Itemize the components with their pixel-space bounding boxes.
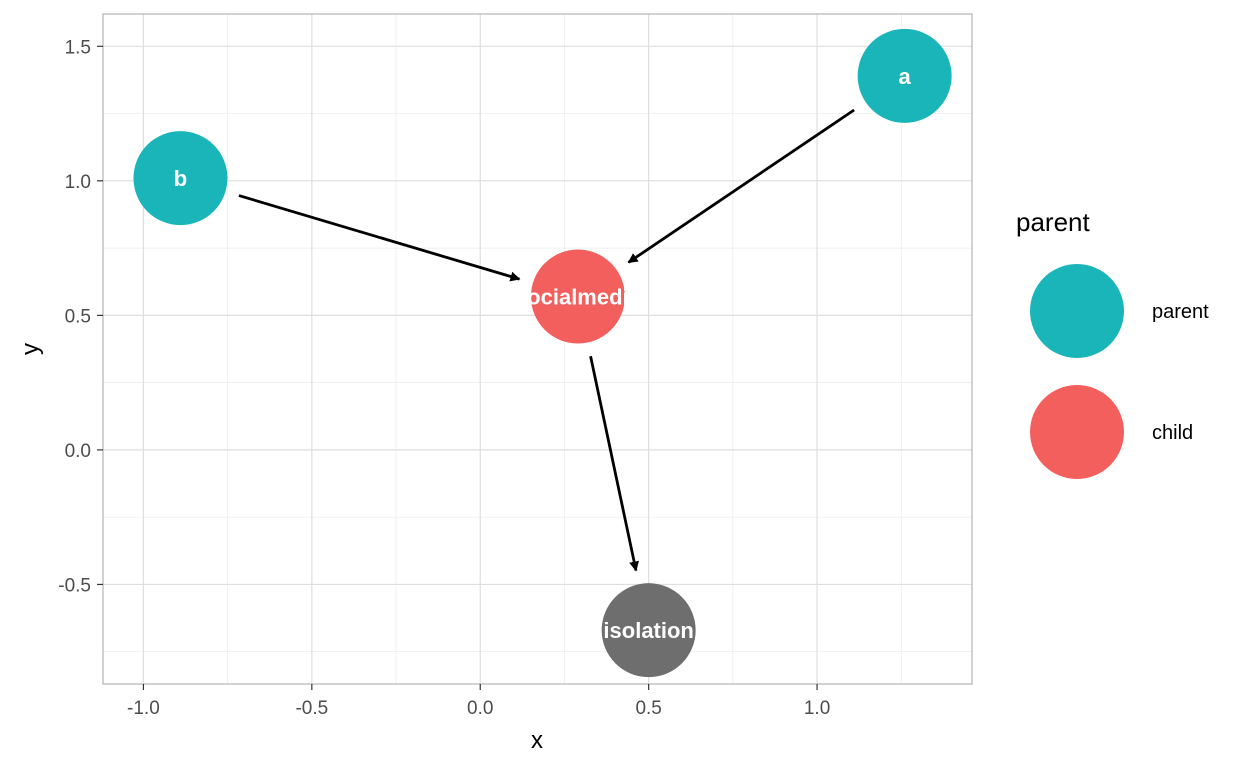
node-label: socialmedia bbox=[515, 285, 642, 310]
node-circle bbox=[530, 249, 625, 344]
plot-panel bbox=[103, 14, 972, 684]
edges bbox=[238, 108, 855, 572]
legend-label: child bbox=[1152, 422, 1193, 444]
node-circle bbox=[857, 28, 952, 123]
y-tick-label: 1.5 bbox=[65, 37, 91, 58]
x-axis: -1.0 -0.5 0.0 0.5 1.0 bbox=[127, 684, 830, 719]
x-axis-title: x bbox=[531, 727, 543, 754]
legend-title: parent bbox=[1016, 207, 1090, 237]
node-socialmedia: socialmedia bbox=[515, 249, 642, 344]
node-isolation: isolation bbox=[601, 583, 696, 678]
nodes: a b socialmedia isolation bbox=[133, 28, 952, 678]
y-tick-label: 1.0 bbox=[65, 172, 91, 193]
legend-key-parent bbox=[1030, 264, 1124, 358]
y-tick-label: 0.0 bbox=[65, 441, 91, 462]
y-axis-title: y bbox=[17, 343, 44, 355]
edge-arrow bbox=[627, 108, 855, 264]
node-label: a bbox=[899, 64, 912, 89]
node-label: isolation bbox=[603, 618, 693, 643]
edge-arrow bbox=[589, 355, 640, 572]
legend: parent parent child bbox=[1016, 207, 1209, 479]
x-tick-label: -1.0 bbox=[127, 698, 160, 719]
node-circle bbox=[133, 131, 228, 226]
node-a: a bbox=[857, 28, 952, 123]
x-tick-label: -0.5 bbox=[295, 698, 328, 719]
x-tick-label: 0.0 bbox=[467, 698, 493, 719]
legend-label: parent bbox=[1152, 301, 1209, 323]
y-tick-label: 0.5 bbox=[65, 306, 91, 327]
x-tick-label: 0.5 bbox=[635, 698, 661, 719]
edge-arrow bbox=[238, 194, 521, 282]
y-tick-label: -0.5 bbox=[58, 575, 91, 596]
node-label: b bbox=[174, 166, 187, 191]
legend-key-child bbox=[1030, 385, 1124, 479]
panel-border bbox=[102, 13, 973, 685]
node-circle bbox=[601, 583, 696, 678]
node-b: b bbox=[133, 131, 228, 226]
x-tick-label: 1.0 bbox=[804, 698, 830, 719]
y-axis: -0.5 0.0 0.5 1.0 1.5 bbox=[58, 37, 103, 596]
